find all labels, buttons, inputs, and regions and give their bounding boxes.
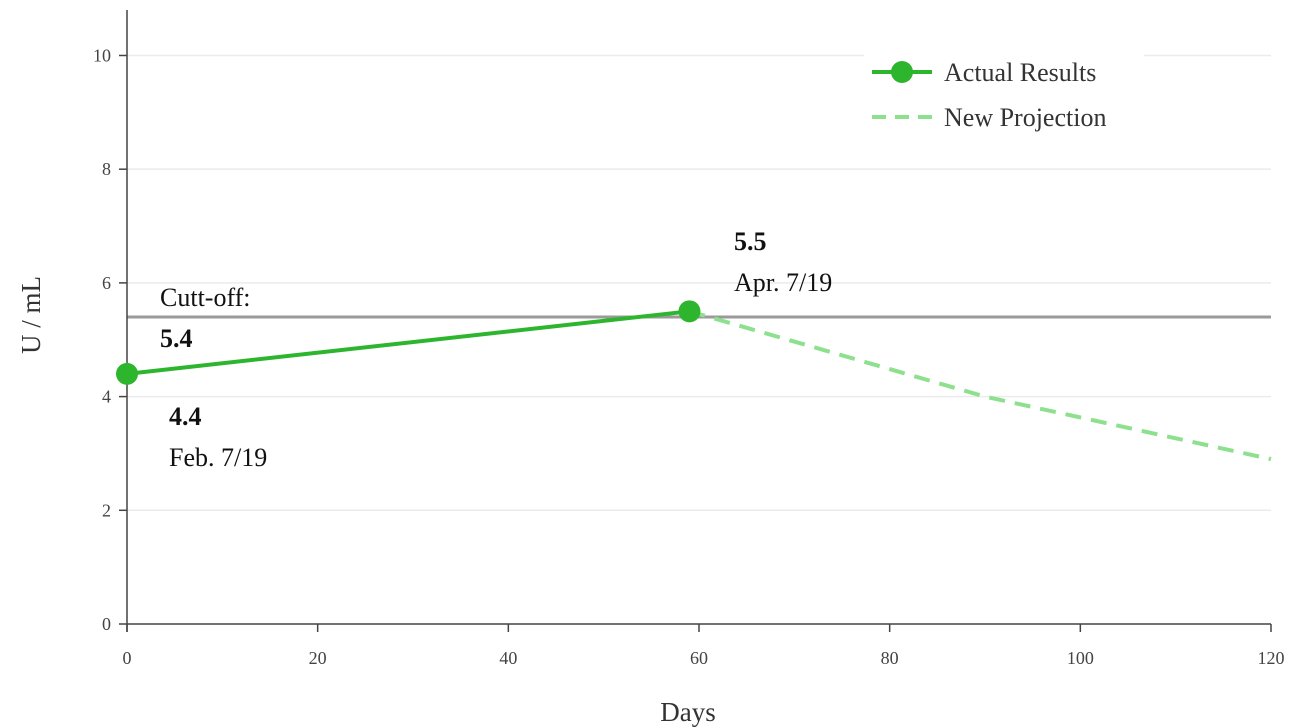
y-tick-label-6: 6: [102, 273, 111, 293]
x-tick-label-120: 120: [1258, 648, 1285, 668]
tick-labels: 0 20 40 60 80 100 120 0 2 4 6 8 10: [93, 45, 1285, 668]
legend-label-projection: New Projection: [944, 103, 1106, 132]
annotation-feb-date: Feb. 7/19: [169, 443, 267, 472]
annotation-apr-date: Apr. 7/19: [734, 268, 832, 297]
y-tick-label-8: 8: [102, 159, 111, 179]
annotation-apr-value: 5.5: [734, 227, 767, 256]
legend-marker-actual: [891, 61, 913, 83]
series-0-point-1: [678, 300, 701, 323]
legend-label-actual: Actual Results: [944, 58, 1096, 87]
series-line-0: [126, 309, 690, 376]
series-layer: [126, 309, 1272, 462]
x-tick-label-80: 80: [881, 648, 899, 668]
gridlines: [127, 54, 1271, 512]
y-axis-title: U / mL: [16, 276, 46, 354]
annotation-feb-value: 4.4: [169, 402, 202, 431]
legend: Actual Results New Projection: [864, 46, 1144, 142]
y-tick-label-10: 10: [93, 45, 111, 65]
series-line-1: [688, 309, 1272, 462]
markers-layer: [116, 300, 701, 385]
annotations: 4.4 Feb. 7/19 5.5 Apr. 7/19 Cutt-off: 5.…: [160, 227, 832, 472]
annotation-cutoff-value: 5.4: [160, 324, 193, 353]
series-0-point-0: [116, 362, 138, 385]
y-tick-label-4: 4: [102, 387, 111, 407]
x-tick-label-100: 100: [1067, 648, 1094, 668]
x-tick-label-40: 40: [499, 648, 517, 668]
annotation-cutoff-label: Cutt-off:: [160, 283, 251, 312]
x-tick-label-20: 20: [309, 648, 327, 668]
y-tick-label-0: 0: [102, 614, 111, 634]
x-tick-label-60: 60: [690, 648, 708, 668]
x-tick-label-0: 0: [123, 648, 132, 668]
axes: [119, 10, 1272, 632]
y-tick-label-2: 2: [102, 500, 111, 520]
x-axis-title: Days: [660, 697, 716, 727]
legend-background: [864, 46, 1144, 142]
